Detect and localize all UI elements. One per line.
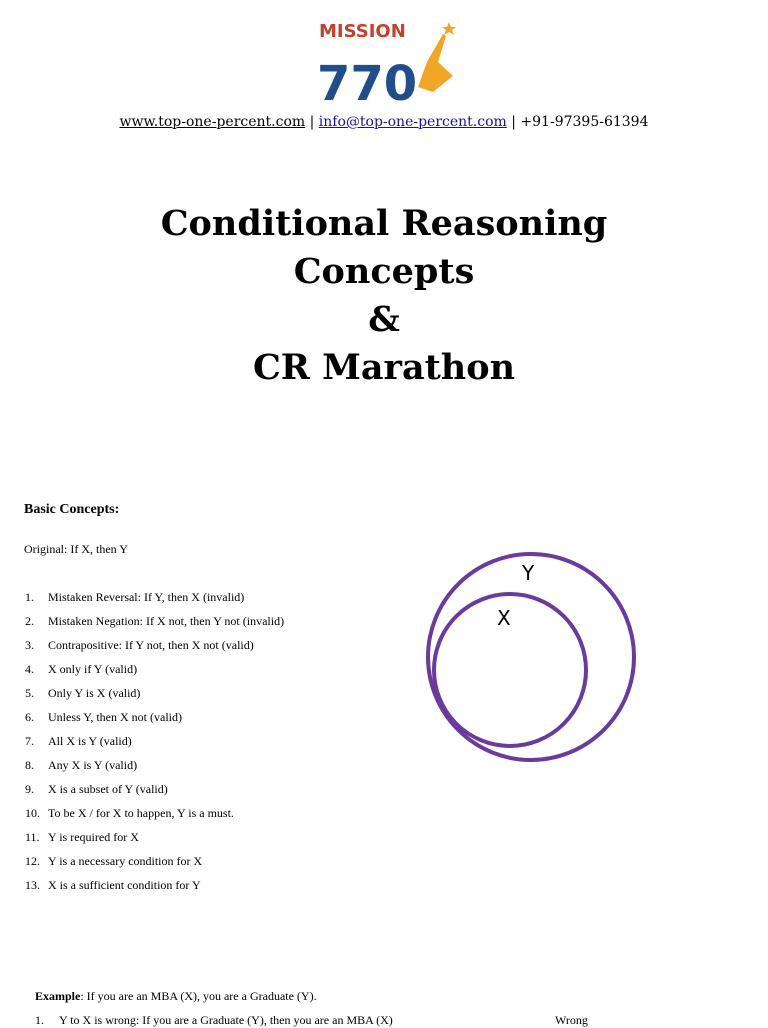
item-text: X only if Y (valid) [48,662,138,676]
item-text: Any X is Y (valid) [48,758,138,772]
item-text: X is a subset of Y (valid) [48,782,168,796]
list-item: 8. Any X is Y (valid) [25,758,137,773]
list-item: 9. X is a subset of Y (valid) [25,782,168,797]
list-item: 6. Unless Y, then X not (valid) [25,710,182,725]
example-text: : If you are an MBA (X), you are a Gradu… [80,989,317,1003]
list-item: 2. Mistaken Negation: If X not, then Y no… [25,614,284,629]
list-item: 5. Only Y is X (valid) [25,686,140,701]
label-y: Y [521,561,535,585]
item-text: Y is required for X [48,830,139,844]
list-item: 7. All X is Y (valid) [25,734,132,749]
item-text: Contrapositive: If Y not, then X not (va… [48,638,254,652]
item-number: 6. [25,710,34,724]
item-text: X is a sufficient condition for Y [48,878,201,892]
item-number: 11. [25,830,40,844]
list-item: 12. Y is a necessary condition for X [25,854,202,869]
item-text: Y to X is wrong: If you are a Graduate (… [59,1013,393,1027]
title-line-1: Conditional Reasoning [160,203,608,244]
logo-text-770: 770 [317,56,417,102]
item-number: 2. [25,614,34,628]
title-line-3: & [368,299,400,340]
venn-diagram: Y X [426,552,636,762]
contact-line: www.top-one-percent.com | info@top-one-p… [0,114,768,130]
list-item: 11. Y is required for X [25,830,139,845]
label-x: X [497,606,511,630]
item-number: 7. [25,734,34,748]
item-number: 13. [25,878,40,892]
item-number: 9. [25,782,34,796]
item-text: Unless Y, then X not (valid) [48,710,182,724]
item-number: 12. [25,854,40,868]
item-number: 4. [25,662,34,676]
inner-circle-x [432,592,588,748]
item-number: 3. [25,638,34,652]
phone-number: +91-97395-61394 [520,114,649,130]
email-link[interactable]: info@top-one-percent.com [318,114,507,130]
title-line-2: Concepts [293,251,475,292]
example-item: 1. Y to X is wrong: If you are a Graduate… [35,1013,735,1028]
list-item: 10. To be X / for X to happen, Y is a mus… [25,806,234,821]
example-label: Example [35,989,81,1003]
list-item: 13. X is a sufficient condition for Y [25,878,201,893]
item-number: 1. [25,590,34,604]
section-heading: Basic Concepts: [24,502,120,517]
title-line-4: CR Marathon [252,347,516,388]
item-number: 10. [25,806,40,820]
mission-770-logo: MISSION 770 [315,18,465,112]
item-text: To be X / for X to happen, Y is a must. [48,806,234,820]
figure-icon [418,34,453,92]
original-statement: Original: If X, then Y [24,542,128,556]
item-number: 5. [25,686,34,700]
list-item: 4. X only if Y (valid) [25,662,137,677]
item-text: Mistaken Reversal: If Y, then X (invalid… [48,590,245,604]
item-text: Only Y is X (valid) [48,686,141,700]
item-text: Y is a necessary condition for X [48,854,203,868]
separator: | [506,114,521,130]
outer-circle-y [426,552,636,762]
example-statement: Example: If you are an MBA (X), you are … [35,989,317,1004]
item-text: All X is Y (valid) [48,734,132,748]
item-number: 8. [25,758,34,772]
item-text: Mistaken Negation: If X not, then Y not … [48,614,285,628]
star-icon [442,22,456,35]
list-item: 3. Contrapositive: If Y not, then X not (… [25,638,254,653]
logo-text-mission: MISSION [319,21,406,42]
website-link[interactable]: www.top-one-percent.com [119,114,306,130]
verdict: Wrong [555,1013,588,1027]
item-number: 1. [35,1013,44,1027]
list-item: 1. Mistaken Reversal: If Y, then X (inval… [25,590,244,605]
separator: | [305,114,319,130]
